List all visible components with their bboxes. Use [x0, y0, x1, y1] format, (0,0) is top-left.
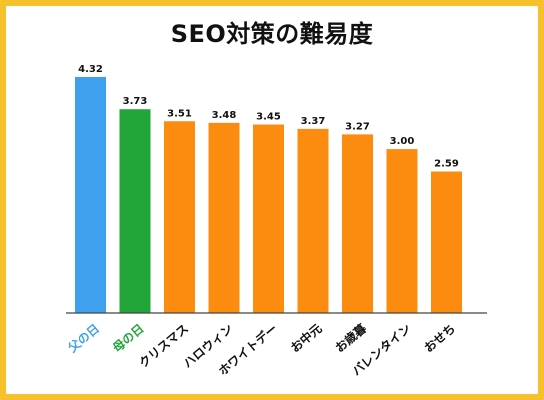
bar-7	[342, 134, 373, 313]
value-label-4: 3.48	[212, 110, 237, 121]
bars-layer	[75, 77, 462, 314]
bar-8	[386, 149, 418, 313]
value-labels-layer: 4.32 3.73 3.51 3.48 3.45 3.37 3.27 3.00 2.59	[78, 64, 459, 170]
value-label-7: 3.27	[345, 121, 370, 132]
value-label-6: 3.37	[301, 116, 326, 127]
category-label-1: 父の日	[65, 321, 102, 356]
category-label-6: お中元	[287, 321, 324, 356]
value-label-3: 3.51	[167, 108, 192, 119]
value-label-9: 2.59	[434, 159, 459, 170]
value-label-5: 3.45	[256, 112, 281, 123]
bar-5	[253, 124, 284, 314]
chart-title: SEO対策の難易度	[170, 20, 374, 48]
category-label-9: おせち	[421, 321, 458, 355]
category-label-7: お歳暮	[332, 320, 370, 355]
value-label-1: 4.32	[78, 64, 103, 75]
category-label-2: 母の日	[110, 321, 147, 355]
value-label-2: 3.73	[123, 96, 148, 107]
bar-2	[119, 109, 151, 314]
value-label-8: 3.00	[390, 136, 415, 147]
bar-4	[208, 122, 240, 313]
bar-6	[297, 128, 329, 313]
bar-3	[164, 121, 195, 313]
bar-9	[431, 171, 462, 313]
bar-1	[75, 77, 106, 313]
